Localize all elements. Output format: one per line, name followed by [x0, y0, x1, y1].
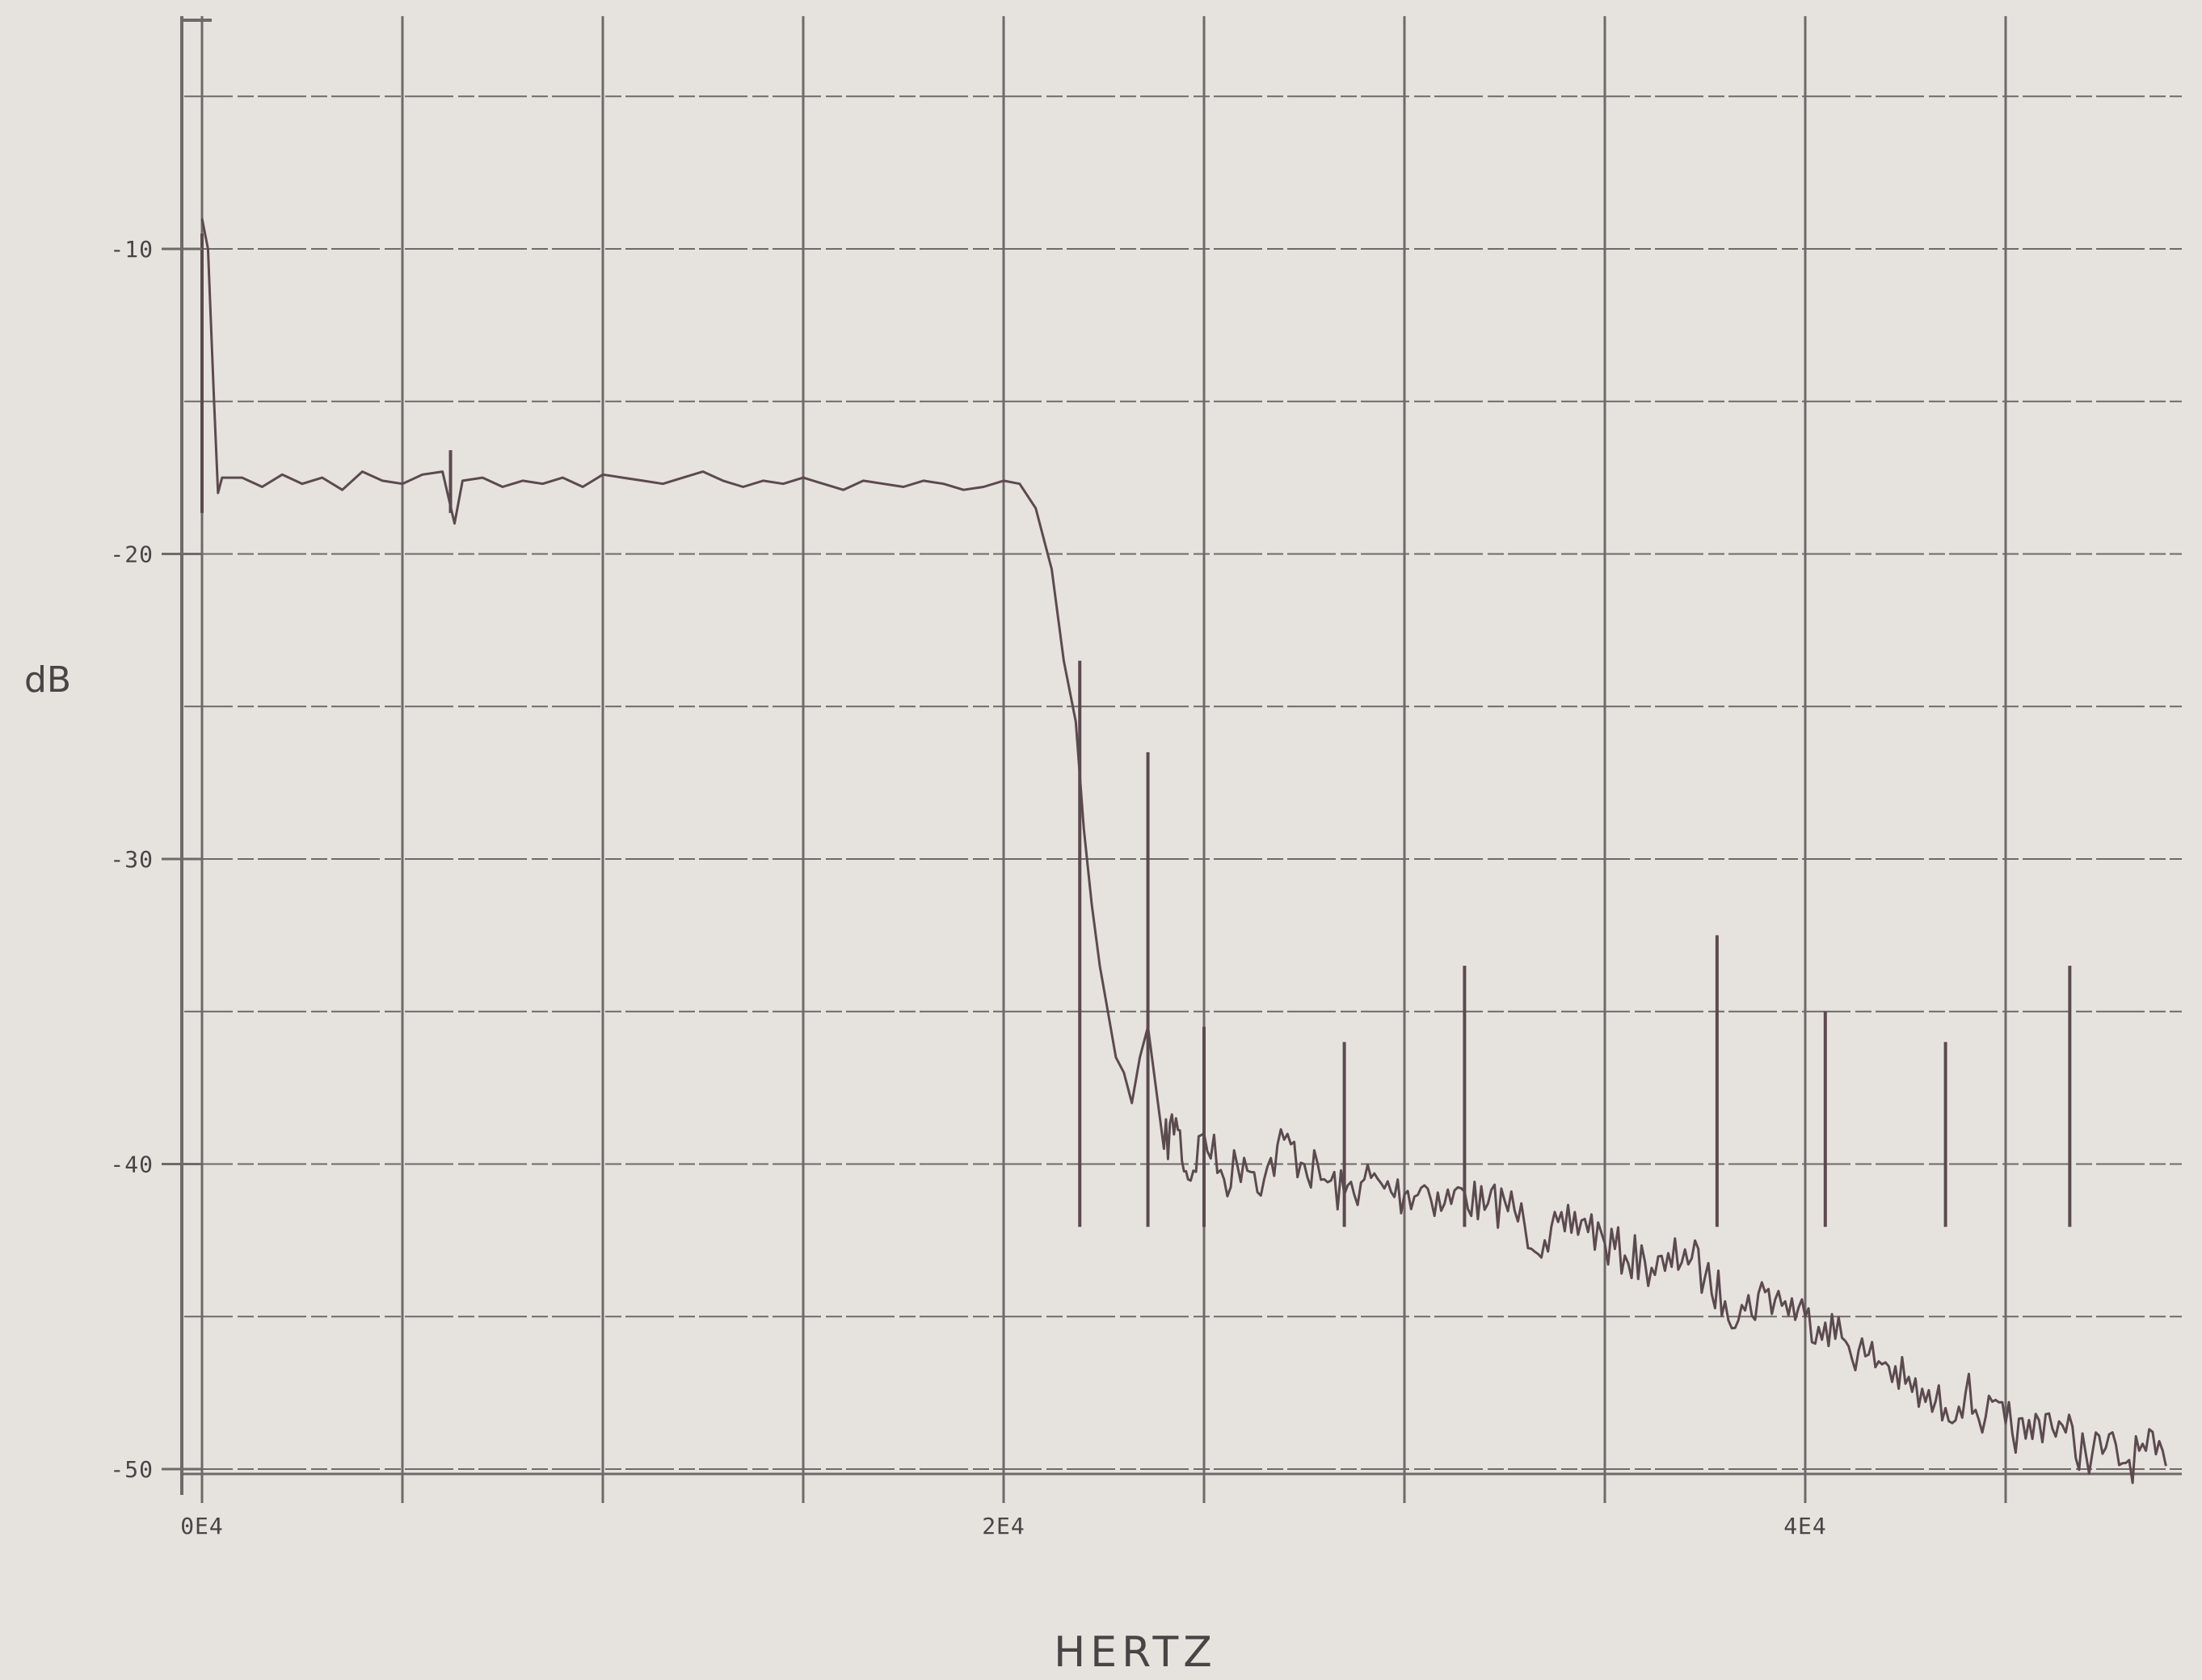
x-tick-labels: 0E4 2E4 4E4 — [180, 1479, 1827, 1539]
series-line — [200, 218, 2167, 1484]
y-tick-labels: -10 -20 -30 -40 -50 — [110, 236, 202, 1483]
x-tick-label: 4E4 — [1783, 1513, 1827, 1539]
x-axis-label: HERTZ — [1054, 1628, 1217, 1677]
y-tick-label: -10 — [110, 236, 154, 263]
x-tick-label: 2E4 — [982, 1513, 1025, 1539]
plot-frame — [180, 16, 2182, 1495]
y-tick-label: -30 — [110, 846, 154, 873]
x-tick-label: 0E4 — [180, 1513, 224, 1539]
y-tick-label: -20 — [110, 541, 154, 568]
spike-lines — [200, 234, 2072, 1227]
y-tick-label: -50 — [110, 1456, 154, 1483]
y-tick-label: -40 — [110, 1152, 154, 1178]
y-axis-label: dB — [24, 659, 71, 701]
grid-lines — [184, 16, 2182, 1503]
